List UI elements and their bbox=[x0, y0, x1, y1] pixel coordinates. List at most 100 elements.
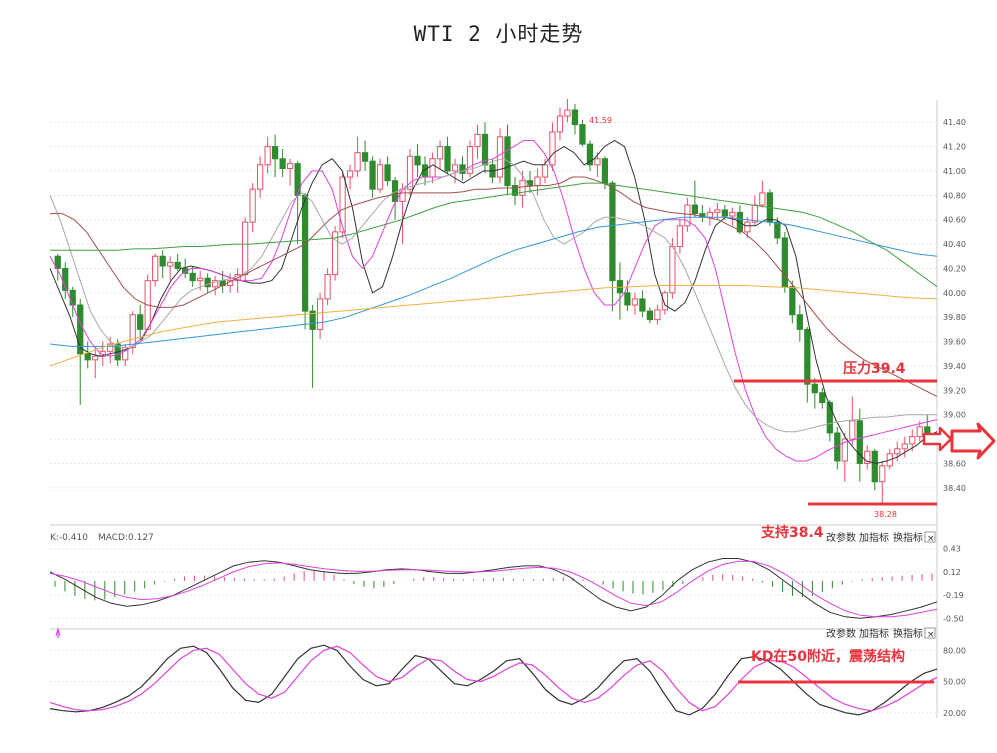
candle-body bbox=[496, 136, 504, 178]
price-tick-label: 40.20 bbox=[943, 264, 966, 273]
price-tick-label: 39.40 bbox=[943, 362, 966, 371]
macd-switch-indicator-button[interactable]: 换指标 bbox=[893, 531, 923, 544]
candle-body bbox=[279, 158, 286, 169]
kd-tick-label: 80.00 bbox=[943, 646, 966, 655]
candle-body bbox=[324, 274, 331, 300]
candle-body bbox=[481, 133, 489, 166]
candle-body bbox=[879, 465, 886, 483]
candle-body bbox=[579, 124, 586, 145]
candle-body bbox=[167, 261, 174, 267]
price-tick-label: 38.40 bbox=[943, 484, 966, 493]
candle-body bbox=[309, 310, 316, 330]
candle-body bbox=[436, 146, 444, 160]
candle-body bbox=[399, 188, 406, 202]
candle-body bbox=[459, 164, 466, 174]
candle-body bbox=[316, 298, 324, 330]
candle-body bbox=[474, 133, 481, 148]
macd-close-icon: × bbox=[927, 534, 935, 544]
macd-signal-line bbox=[49, 560, 938, 618]
candle-body bbox=[804, 328, 811, 385]
candle-body bbox=[826, 402, 833, 434]
candle-body bbox=[864, 450, 871, 464]
low-price-label: 38.28 bbox=[874, 510, 897, 519]
price-tick-label: 40.60 bbox=[943, 216, 966, 225]
candle-body bbox=[856, 420, 863, 464]
macd-modify-params-button[interactable]: 改参数 bbox=[826, 531, 856, 544]
price-tick-label: 38.60 bbox=[943, 459, 966, 468]
moving-average-line bbox=[49, 140, 938, 462]
candle-body bbox=[376, 164, 384, 190]
candle-body bbox=[369, 160, 376, 190]
candle-body bbox=[774, 221, 781, 239]
candle-body bbox=[684, 204, 691, 227]
candle-body bbox=[331, 231, 339, 276]
candle-body bbox=[159, 255, 166, 267]
candle-body bbox=[549, 131, 556, 166]
candle-body bbox=[466, 146, 474, 174]
price-tick-label: 40.00 bbox=[943, 289, 966, 298]
kd-add-indicator-button[interactable]: 加指标 bbox=[859, 627, 889, 640]
candle-body bbox=[77, 304, 84, 355]
gridlines: 41.40 41.20 41.00 40.80 40.60 40.40 40.20 40.00… bbox=[50, 100, 966, 718]
kd-tick-label: 50.00 bbox=[943, 678, 966, 687]
macd-add-indicator-button[interactable]: 加指标 bbox=[859, 531, 889, 544]
price-tick-label: 40.80 bbox=[943, 191, 966, 200]
candle-body bbox=[444, 146, 451, 172]
candle-body bbox=[84, 353, 91, 361]
candle-body bbox=[916, 426, 923, 438]
candle-body bbox=[789, 286, 796, 316]
macd-tick-label: -0.50 bbox=[943, 614, 964, 623]
candle-body bbox=[54, 255, 61, 269]
macd-close-button[interactable] bbox=[924, 531, 936, 543]
arrow-small-icon bbox=[922, 426, 953, 452]
candle-body bbox=[286, 163, 294, 169]
arrow-right-icon bbox=[950, 422, 996, 460]
candle-body bbox=[534, 176, 541, 187]
candle-body bbox=[691, 204, 699, 215]
macd-tick-label: 0.12 bbox=[943, 568, 961, 577]
candle-body bbox=[841, 438, 848, 462]
kd-switch-indicator-button[interactable]: 换指标 bbox=[893, 627, 923, 640]
moving-average-line bbox=[49, 158, 937, 433]
price-tick-label: 39.20 bbox=[943, 386, 966, 395]
price-tick-label: 39.60 bbox=[943, 338, 966, 347]
moving-average-line bbox=[49, 285, 938, 367]
candle-body bbox=[556, 115, 564, 133]
candle-body bbox=[294, 163, 301, 196]
candle-body bbox=[894, 448, 901, 455]
moving-average-line bbox=[49, 216, 938, 347]
moving-average-line bbox=[50, 182, 938, 288]
candle-body bbox=[272, 146, 279, 160]
kd-close-icon: × bbox=[927, 630, 935, 640]
candle-body bbox=[819, 392, 826, 403]
price-tick-label: 41.20 bbox=[943, 143, 966, 152]
candle-body bbox=[249, 188, 256, 223]
kd-close-button[interactable] bbox=[924, 627, 936, 639]
candle-body bbox=[384, 164, 391, 182]
candle-body bbox=[609, 182, 616, 282]
candle-body bbox=[729, 211, 736, 217]
price-tick-label: 41.40 bbox=[943, 118, 966, 127]
candle-body bbox=[924, 426, 931, 434]
candle-body bbox=[414, 155, 421, 166]
price-tick-label: 41.00 bbox=[943, 167, 966, 176]
candle-body bbox=[646, 310, 654, 321]
price-tick-label: 39.80 bbox=[943, 313, 966, 322]
candle-body bbox=[354, 152, 361, 172]
kd-modify-params-button[interactable]: 改参数 bbox=[826, 627, 856, 640]
high-price-label: 41.59 bbox=[589, 116, 612, 125]
candle-body bbox=[204, 277, 211, 288]
macd-signal-line bbox=[49, 558, 938, 619]
candle-body bbox=[257, 164, 264, 190]
macd-tick-label: -0.19 bbox=[943, 591, 964, 600]
moving-average-line bbox=[50, 176, 938, 397]
candle-body bbox=[759, 192, 766, 206]
candle-body bbox=[339, 176, 346, 233]
candle-body bbox=[849, 420, 856, 440]
candle-body bbox=[631, 298, 639, 306]
price-tick-label: 40.40 bbox=[943, 240, 966, 249]
candle-body bbox=[909, 436, 916, 445]
candle-body bbox=[189, 272, 196, 282]
candle-body bbox=[571, 109, 579, 126]
